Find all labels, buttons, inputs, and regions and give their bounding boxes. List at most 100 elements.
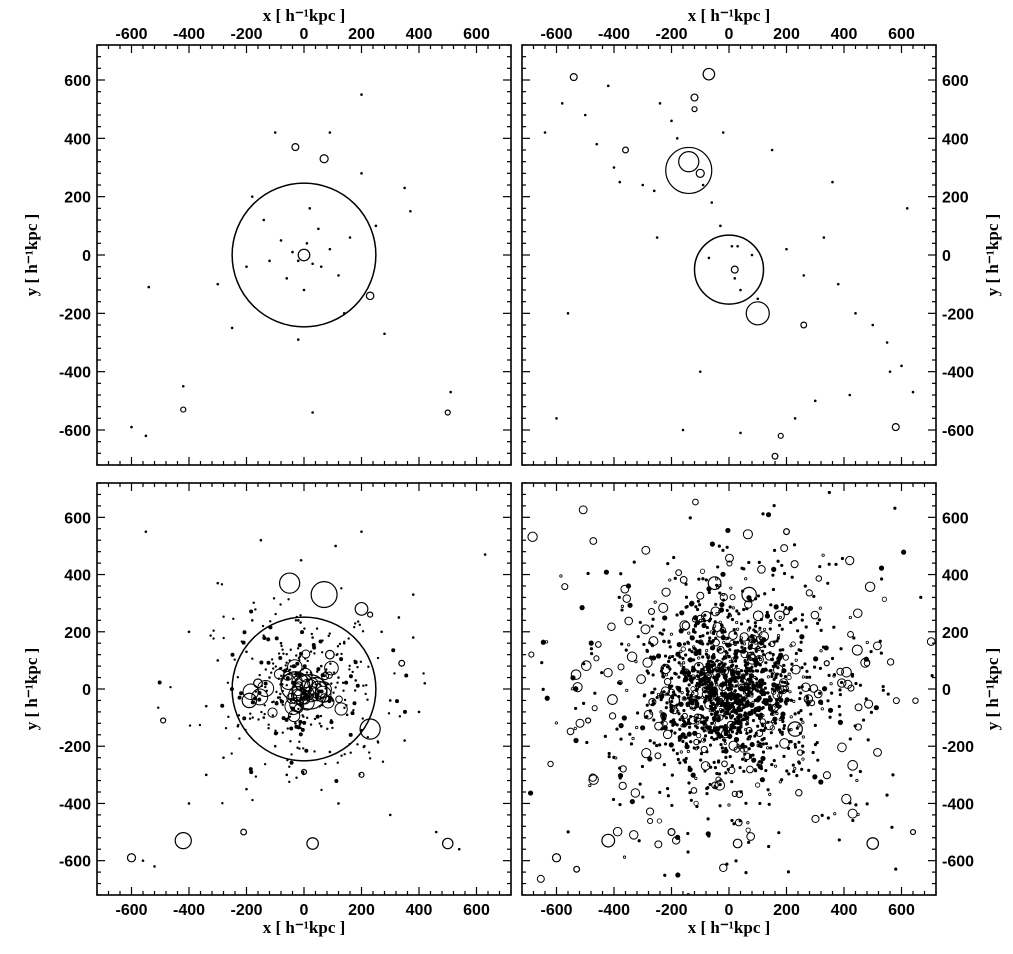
subhalo-point xyxy=(723,724,728,728)
subhalo-point xyxy=(682,679,686,683)
subhalo-point xyxy=(701,655,705,659)
subhalo-ring xyxy=(746,765,754,774)
subhalo-point xyxy=(280,644,283,648)
y-tick-label: 0 xyxy=(82,682,91,699)
subhalo-point xyxy=(618,776,622,780)
subhalo-point xyxy=(714,602,718,606)
subhalo-point xyxy=(566,312,570,315)
subhalo-ring xyxy=(780,544,789,553)
subhalo-point xyxy=(755,782,761,788)
subhalo-point xyxy=(294,724,299,729)
subhalo-ring xyxy=(647,817,654,825)
subhalo-ring xyxy=(745,726,753,734)
subhalo-point xyxy=(787,605,794,611)
subhalo-point xyxy=(695,607,700,612)
subhalo-point xyxy=(362,745,365,749)
subhalo-point xyxy=(288,780,291,784)
subhalo-ring xyxy=(735,939,742,946)
subhalo-point xyxy=(685,676,689,680)
subhalo-ring xyxy=(719,626,726,634)
subhalo-ring xyxy=(837,742,847,753)
subhalo-point xyxy=(715,737,719,741)
subhalo-point xyxy=(873,705,879,711)
subhalo-point xyxy=(628,732,632,736)
subhalo-point xyxy=(766,788,770,792)
subhalo-point xyxy=(805,669,809,673)
subhalo-point xyxy=(800,767,804,771)
subhalo-point xyxy=(730,660,734,664)
subhalo-ring xyxy=(796,749,804,756)
subhalo-point xyxy=(258,673,261,677)
x-tick-label: -600 xyxy=(115,26,147,43)
subhalo-ring xyxy=(782,685,789,692)
subhalo-point xyxy=(680,691,684,695)
subhalo-point xyxy=(687,648,692,652)
subhalo-point xyxy=(714,704,719,708)
subhalo-point xyxy=(820,813,824,818)
subhalo-point xyxy=(762,728,766,733)
subhalo-point xyxy=(818,779,824,785)
subhalo-point xyxy=(275,700,278,704)
subhalo-point xyxy=(725,527,731,534)
subhalo-point xyxy=(743,711,747,715)
subhalo-point xyxy=(242,716,247,721)
subhalo-point xyxy=(881,684,885,689)
subhalo-ring xyxy=(654,752,662,760)
subhalo-point xyxy=(879,577,884,581)
subhalo-point xyxy=(328,247,332,251)
subhalo-point xyxy=(791,763,795,767)
panel-top-right: -600 -400 -200 0 200 400 600 -600 -400 -200 0 200 40… xyxy=(521,6,1002,466)
subhalo-point xyxy=(694,776,698,780)
subhalo-point xyxy=(325,668,328,671)
subhalo-point xyxy=(701,577,705,581)
subhalo-point xyxy=(731,705,735,709)
subhalo-point xyxy=(638,620,642,625)
subhalo-ring xyxy=(847,630,854,638)
y-tick-label: 0 xyxy=(942,248,951,265)
subhalo-point xyxy=(263,681,268,686)
subhalo-point xyxy=(885,793,889,797)
subhalo-ring xyxy=(658,602,669,613)
subhalo-point xyxy=(708,782,712,787)
subhalo-point xyxy=(269,620,272,623)
subhalo-point xyxy=(286,727,289,730)
subhalo-point xyxy=(625,688,629,692)
subhalo-point xyxy=(772,504,776,508)
subhalo-ring xyxy=(278,572,301,594)
subhalo-point xyxy=(781,719,785,724)
subhalo-point xyxy=(713,711,719,717)
subhalo-ring xyxy=(730,678,739,688)
subhalo-point xyxy=(669,632,674,636)
subhalo-point xyxy=(730,710,734,714)
subhalo-point xyxy=(285,652,288,656)
subhalo-point xyxy=(295,661,300,666)
subhalo-point xyxy=(675,651,681,657)
subhalo-ring xyxy=(703,664,714,675)
x-axis-title: x [ h⁻¹kpc ] xyxy=(263,6,346,25)
subhalo-point xyxy=(768,703,772,707)
subhalo-point xyxy=(675,137,679,140)
subhalo-point xyxy=(365,684,368,687)
subhalo-ring xyxy=(841,793,852,805)
subhalo-point xyxy=(636,711,640,715)
subhalo-point xyxy=(746,668,750,673)
x-tick-label: 0 xyxy=(725,902,734,919)
subhalo-point xyxy=(157,706,160,709)
subhalo-point xyxy=(629,798,635,805)
subhalo-ring xyxy=(622,594,631,603)
subhalo-point xyxy=(721,131,725,134)
subhalo-point xyxy=(762,699,768,705)
subhalo-point xyxy=(270,671,273,674)
subhalo-point xyxy=(813,656,819,662)
subhalo-point xyxy=(758,626,762,630)
subhalo-point xyxy=(755,706,761,712)
subhalo-point xyxy=(729,696,734,701)
plot-area xyxy=(130,93,452,438)
subhalo-point xyxy=(820,707,824,711)
subhalo-point xyxy=(224,726,228,730)
subhalo-point xyxy=(245,650,248,654)
subhalo-point xyxy=(642,642,646,647)
subhalo-point xyxy=(306,659,309,663)
subhalo-point xyxy=(586,571,590,576)
subhalo-ring xyxy=(790,560,799,569)
